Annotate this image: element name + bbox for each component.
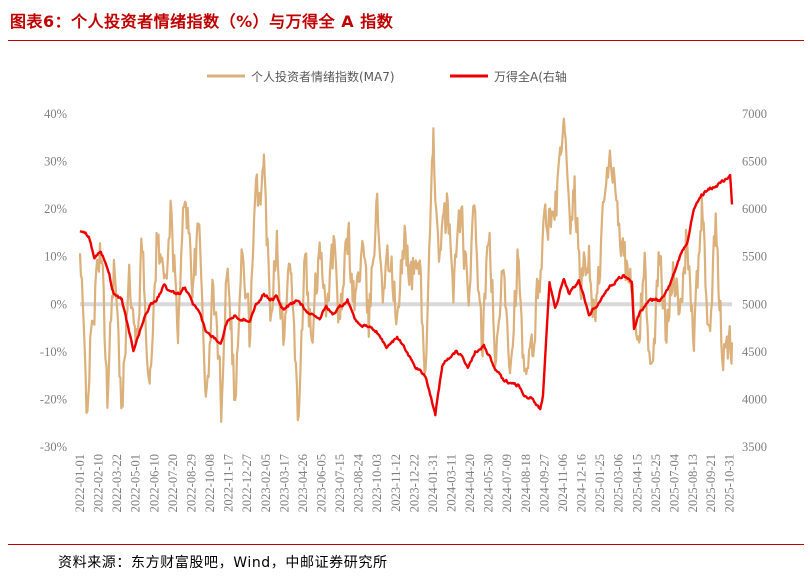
x-tick-label: 2022-11-17 — [222, 454, 236, 512]
sentiment-index-line — [78, 117, 734, 423]
x-tick-label: 2024-12-16 — [575, 454, 589, 512]
y-right-tick-label: 5000 — [742, 297, 767, 311]
x-tick-label: 2022-07-20 — [166, 454, 180, 512]
y-left-tick-label: 0% — [50, 297, 67, 311]
legend-label-sentiment: 个人投资者情绪指数(MA7) — [251, 69, 395, 84]
x-tick-label: 2022-02-10 — [92, 454, 106, 512]
x-tick-label: 2024-09-27 — [537, 454, 551, 512]
x-tick-label: 2024-01-31 — [426, 454, 440, 512]
x-tick-label: 2023-04-26 — [296, 454, 310, 512]
x-tick-label: 2023-07-15 — [333, 454, 347, 512]
plot-area: -30% -20% -10% 0% 10% 20% 30% 40% 3500 4000 4500 50… — [40, 107, 767, 512]
x-tick-label: 2022-10-08 — [203, 454, 217, 512]
chart-title: 图表6：个人投资者情绪指数（%）与万得全 A 指数 — [10, 12, 394, 31]
y-left-tick-label: -20% — [40, 392, 67, 406]
x-tick-label: 2024-08-18 — [519, 454, 533, 512]
title-divider — [8, 40, 804, 41]
x-tick-label: 2024-05-30 — [482, 454, 496, 512]
source-note: 资料来源：东方财富股吧，Wind，中邮证券研究所 — [58, 555, 388, 571]
x-tick-label: 2025-04-15 — [630, 454, 644, 512]
x-tick-label: 2022-01-01 — [73, 454, 87, 512]
y-left-tick-label: 10% — [44, 250, 67, 264]
x-tick-label: 2025-05-25 — [649, 454, 663, 512]
y-left-tick-label: -10% — [40, 345, 67, 359]
x-tick-label: 2022-03-22 — [110, 454, 124, 512]
x-tick-label: 2025-01-25 — [593, 454, 607, 512]
y-left-tick-label: 20% — [44, 202, 67, 216]
legend: 个人投资者情绪指数(MA7) 万得全A(右轴 — [207, 69, 567, 84]
chart: 个人投资者情绪指数(MA7) 万得全A(右轴 -30% -20% -10% 0% 10%… — [40, 69, 767, 512]
x-tick-label: 2023-11-12 — [389, 454, 403, 512]
y-left-tick-label: -30% — [40, 440, 67, 454]
x-tick-label: 2023-10-03 — [370, 454, 384, 512]
x-tick-label: 2024-11-06 — [556, 454, 570, 512]
x-tick-label: 2025-09-21 — [704, 454, 718, 512]
y-right-tick-label: 7000 — [742, 107, 767, 121]
footer-divider — [8, 544, 804, 545]
x-tick-label: 2025-03-06 — [612, 454, 626, 512]
x-tick-label: 2023-02-05 — [259, 454, 273, 512]
x-tick-label: 2025-08-13 — [686, 454, 700, 512]
x-tick-label: 2022-05-01 — [129, 454, 143, 512]
x-tick-label: 2024-07-09 — [500, 454, 514, 512]
legend-label-wind-a: 万得全A(右轴 — [494, 69, 567, 84]
y-right-tick-label: 4000 — [742, 392, 767, 406]
x-tick-label: 2025-10-31 — [723, 454, 737, 512]
x-tick-label: 2023-08-24 — [352, 453, 366, 512]
x-tick-label: 2024-03-11 — [445, 454, 459, 512]
y-right-tick-label: 5500 — [742, 250, 767, 264]
x-tick-label: 2022-06-10 — [147, 454, 161, 512]
y-right-tick-label: 6500 — [742, 155, 767, 169]
y-right-tick-label: 4500 — [742, 345, 767, 359]
y-left-tick-label: 30% — [44, 155, 67, 169]
x-tick-label: 2024-04-20 — [463, 454, 477, 512]
y-right-tick-label: 6000 — [742, 202, 767, 216]
x-tick-label: 2022-08-29 — [185, 454, 199, 512]
x-tick-label: 2022-12-27 — [240, 454, 254, 512]
x-tick-label: 2023-06-05 — [315, 454, 329, 512]
y-right-tick-label: 3500 — [742, 440, 767, 454]
x-tick-label: 2023-03-17 — [277, 454, 291, 512]
y-left-tick-label: 40% — [44, 107, 67, 121]
x-tick-label: 2025-07-04 — [667, 453, 681, 512]
x-tick-label: 2023-12-22 — [407, 454, 421, 512]
wind-a-index-line — [79, 173, 734, 417]
